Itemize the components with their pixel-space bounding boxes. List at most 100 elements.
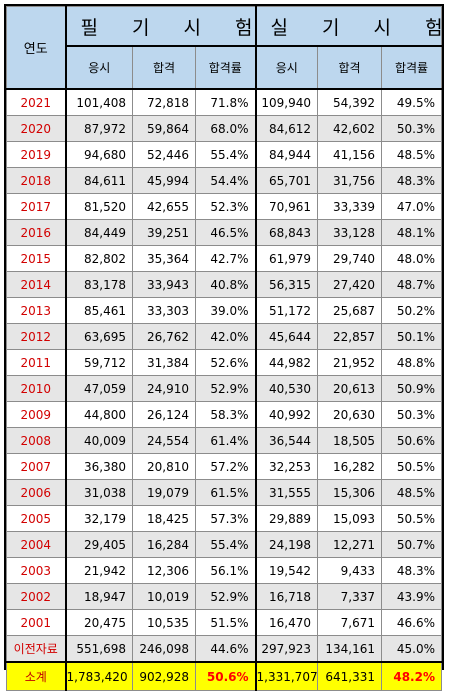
- table-row: 2015 82,802 35,364 42.7% 61,979 29,740 4…: [6, 245, 442, 272]
- written-passed-cell: 33,303: [132, 297, 196, 324]
- year-cell: 2011: [6, 349, 67, 376]
- practical-pass-rate-cell: 50.3%: [381, 401, 442, 428]
- practical-passed-cell: 29,740: [317, 245, 383, 272]
- practical-applicants-cell: 44,982: [255, 349, 319, 376]
- practical-applicants-cell: 70,961: [255, 193, 319, 220]
- written-applicants-cell: 83,178: [65, 271, 133, 298]
- practical-pass-rate-cell: 50.5%: [381, 453, 442, 480]
- table-row: 2002 18,947 10,019 52.9% 16,718 7,337 43…: [6, 583, 442, 610]
- written-passed-cell: 12,306: [132, 557, 196, 584]
- practical-applicants-cell: 16,718: [255, 583, 319, 610]
- year-cell: 2015: [6, 245, 67, 272]
- year-cell: 2003: [6, 557, 67, 584]
- practical-passed-cell: 134,161: [317, 635, 383, 663]
- written-pass-rate-cell: 68.0%: [194, 115, 257, 142]
- written-pass-rate-cell: 46.5%: [194, 219, 257, 246]
- written-applicants-cell: 84,449: [65, 219, 133, 246]
- practical-passed-cell: 7,671: [317, 609, 383, 636]
- written-passed-cell: 246,098: [132, 635, 196, 663]
- practical-pass-rate-cell: 48.8%: [381, 349, 442, 376]
- header-row-subcolumns: 응시 합격 합격률 응시 합격 합격률: [7, 45, 442, 90]
- year-cell: 2014: [6, 271, 67, 298]
- year-cell: 2019: [6, 141, 67, 168]
- practical-applicants-cell: 24,198: [255, 531, 319, 558]
- written-exam-header: 필 기 시 험: [64, 6, 257, 47]
- table-row: 2001 20,475 10,535 51.5% 16,470 7,671 46…: [6, 609, 442, 636]
- written-applicants-cell: 551,698: [65, 635, 133, 663]
- exam-statistics-sheet: 연도 필 기 시 험 실 기 시 험 응시 합격 합격률 응시 합격 합격률 2…: [4, 4, 444, 691]
- written-pass-rate-cell: 44.6%: [194, 635, 257, 663]
- header-row-groups: 연도 필 기 시 험 실 기 시 험: [6, 6, 442, 90]
- table-row: 2008 40,009 24,554 61.4% 36,544 18,505 5…: [6, 427, 442, 454]
- written-passed-cell: 26,124: [132, 401, 196, 428]
- written-pass-rate-cell: 39.0%: [194, 297, 257, 324]
- year-column-header: 연도: [6, 6, 67, 90]
- written-pass-rate-cell: 61.5%: [194, 479, 257, 506]
- practical-applicants-cell: 84,944: [255, 141, 319, 168]
- total-row: 소계 1,783,420 902,928 50.6% 1,331,707 641…: [6, 661, 442, 691]
- written-passed-header: 합격: [132, 45, 196, 90]
- exam-statistics-table: 연도 필 기 시 험 실 기 시 험 응시 합격 합격률 응시 합격 합격률 2…: [6, 6, 442, 691]
- year-cell: 2016: [6, 219, 67, 246]
- written-pass-rate-header: 합격률: [194, 45, 257, 90]
- year-cell: 2008: [6, 427, 67, 454]
- written-passed-cell: 18,425: [132, 505, 196, 532]
- written-passed-cell: 902,928: [132, 661, 196, 691]
- practical-pass-rate-cell: 50.5%: [381, 505, 442, 532]
- practical-applicants-cell: 40,530: [255, 375, 319, 402]
- written-pass-rate-cell: 42.7%: [194, 245, 257, 272]
- practical-pass-rate-header: 합격률: [381, 45, 442, 90]
- practical-pass-rate-cell: 50.9%: [381, 375, 442, 402]
- written-pass-rate-cell: 71.8%: [194, 88, 257, 116]
- written-pass-rate-cell: 61.4%: [194, 427, 257, 454]
- practical-passed-cell: 12,271: [317, 531, 383, 558]
- written-pass-rate-cell: 57.3%: [194, 505, 257, 532]
- practical-pass-rate-cell: 50.6%: [381, 427, 442, 454]
- written-applicants-cell: 29,405: [65, 531, 133, 558]
- written-pass-rate-cell: 58.3%: [194, 401, 257, 428]
- written-passed-cell: 24,554: [132, 427, 196, 454]
- practical-applicants-cell: 1,331,707: [255, 661, 319, 691]
- table-row: 2005 32,179 18,425 57.3% 29,889 15,093 5…: [6, 505, 442, 532]
- written-passed-cell: 45,994: [132, 167, 196, 194]
- written-pass-rate-cell: 52.9%: [194, 583, 257, 610]
- practical-pass-rate-cell: 46.6%: [381, 609, 442, 636]
- written-pass-rate-cell: 52.6%: [194, 349, 257, 376]
- table-row: 2011 59,712 31,384 52.6% 44,982 21,952 4…: [6, 349, 442, 376]
- practical-passed-cell: 20,613: [317, 375, 383, 402]
- year-cell: 2018: [6, 167, 67, 194]
- practical-pass-rate-cell: 50.1%: [381, 323, 442, 350]
- year-cell: 2004: [6, 531, 67, 558]
- year-cell: 이전자료: [6, 635, 67, 663]
- practical-applicants-cell: 84,612: [255, 115, 319, 142]
- practical-pass-rate-cell: 48.5%: [381, 479, 442, 506]
- table-row: 2018 84,611 45,994 54.4% 65,701 31,756 4…: [6, 167, 442, 194]
- table-row: 2003 21,942 12,306 56.1% 19,542 9,433 48…: [6, 557, 442, 584]
- table-row: 2012 63,695 26,762 42.0% 45,644 22,857 5…: [6, 323, 442, 350]
- practical-applicants-cell: 297,923: [255, 635, 319, 663]
- table-row: 2021 101,408 72,818 71.8% 109,940 54,392…: [6, 88, 442, 116]
- practical-passed-cell: 54,392: [317, 88, 383, 116]
- year-cell: 2020: [6, 115, 67, 142]
- practical-pass-rate-cell: 49.5%: [381, 88, 442, 116]
- year-cell: 2002: [6, 583, 67, 610]
- practical-pass-rate-cell: 48.3%: [381, 557, 442, 584]
- table-row: 2016 84,449 39,251 46.5% 68,843 33,128 4…: [6, 219, 442, 246]
- practical-applicants-cell: 36,544: [255, 427, 319, 454]
- written-applicants-header: 응시: [65, 45, 133, 90]
- written-applicants-cell: 32,179: [65, 505, 133, 532]
- written-applicants-cell: 36,380: [65, 453, 133, 480]
- practical-pass-rate-cell: 45.0%: [381, 635, 442, 663]
- practical-applicants-cell: 31,555: [255, 479, 319, 506]
- year-cell: 2001: [6, 609, 67, 636]
- written-passed-cell: 59,864: [132, 115, 196, 142]
- written-applicants-cell: 31,038: [65, 479, 133, 506]
- practical-passed-cell: 22,857: [317, 323, 383, 350]
- table-row: 2006 31,038 19,079 61.5% 31,555 15,306 4…: [6, 479, 442, 506]
- year-cell: 2009: [6, 401, 67, 428]
- practical-applicants-cell: 51,172: [255, 297, 319, 324]
- written-applicants-cell: 101,408: [65, 88, 133, 116]
- practical-applicants-cell: 29,889: [255, 505, 319, 532]
- written-pass-rate-cell: 56.1%: [194, 557, 257, 584]
- practical-pass-rate-cell: 50.7%: [381, 531, 442, 558]
